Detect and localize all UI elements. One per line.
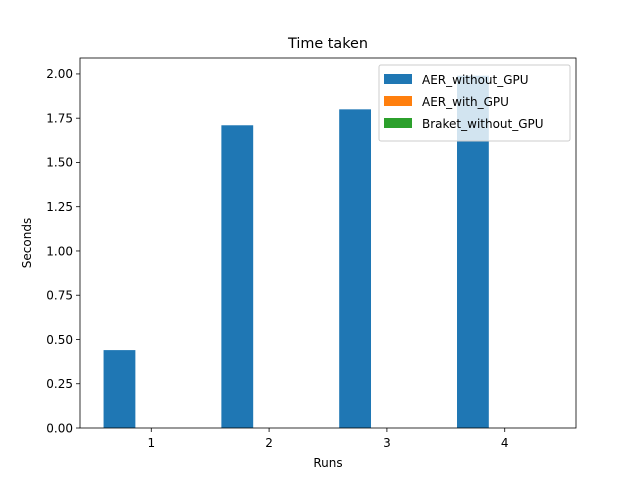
y-tick-label: 0.00 xyxy=(46,421,73,435)
y-tick-label: 2.00 xyxy=(46,67,73,81)
legend-label: AER_without_GPU xyxy=(422,73,529,87)
legend-label: Braket_without_GPU xyxy=(422,117,544,131)
legend-swatch xyxy=(384,74,412,84)
y-tick-label: 0.75 xyxy=(46,289,73,303)
plot-frame xyxy=(79,57,577,429)
chart-title: Time taken xyxy=(287,36,368,52)
y-axis: 0.00 0.25 0.50 0.75 1.00 1.25 1.50 1.75 2.00 xyxy=(46,67,80,435)
bar-1-run-1 xyxy=(103,350,136,428)
bar-1-run-2 xyxy=(221,125,254,428)
bar-1-run-3 xyxy=(339,109,372,428)
x-tick-label: 1 xyxy=(147,436,155,450)
y-tick-label: 1.75 xyxy=(46,111,73,125)
legend-label: AER_with_GPU xyxy=(422,95,509,109)
y-axis-title: Seconds xyxy=(20,218,34,268)
y-tick-label: 0.50 xyxy=(46,333,73,347)
x-tick-label: 3 xyxy=(383,436,391,450)
legend-swatch xyxy=(384,96,412,106)
y-tick-label: 1.50 xyxy=(46,156,73,170)
x-tick-label: 2 xyxy=(265,436,273,450)
y-tick-label: 0.25 xyxy=(46,377,73,391)
legend-box xyxy=(378,64,571,142)
legend-swatch xyxy=(384,118,412,128)
y-tick-label: 1.00 xyxy=(46,244,73,258)
x-axis-title: Runs xyxy=(313,456,342,470)
x-axis: 1 2 3 4 xyxy=(147,428,509,450)
y-tick-label: 1.25 xyxy=(46,200,73,214)
x-tick-label: 4 xyxy=(501,436,509,450)
legend: AER_without_GPU AER_with_GPU Braket_withou… xyxy=(378,64,571,142)
